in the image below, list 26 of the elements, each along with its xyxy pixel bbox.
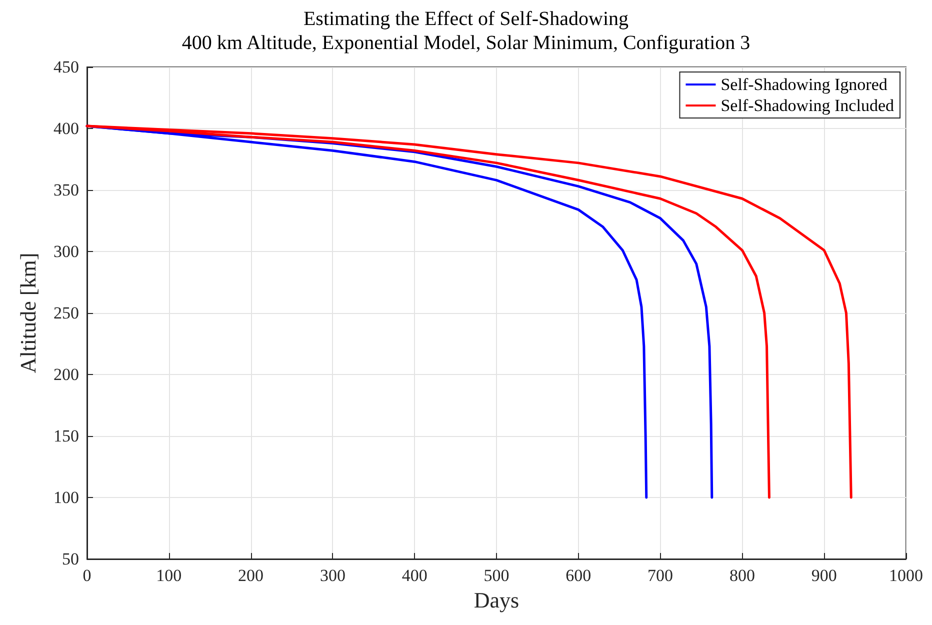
x-axis-title: Days [474,588,520,612]
y-tick-label: 350 [54,180,79,200]
y-tick-label: 100 [54,488,79,507]
x-tick-label: 600 [566,566,592,585]
chart-subtitle: 400 km Altitude, Exponential Model, Solar Minimum, Configuration 3 [182,32,750,54]
x-tick-label: 500 [484,566,510,585]
x-tick-label: 1000 [889,566,923,585]
y-tick-label: 250 [54,304,79,322]
x-tick-label: 800 [729,566,755,585]
y-tick-label: 50 [62,550,79,568]
y-tick-label: 200 [54,365,79,384]
x-tick-label: 200 [238,566,264,585]
y-tick-label: 150 [54,426,79,446]
y-tick-label: 300 [54,242,79,261]
x-tick-label: 900 [811,566,837,585]
legend-label: Self-Shadowing Included [720,96,894,115]
y-axis-title: Altitude [km] [16,252,40,374]
x-tick-label: 700 [648,566,674,585]
x-tick-label: 400 [402,566,428,585]
y-tick-label: 400 [54,119,79,138]
x-tick-label: 0 [82,566,92,585]
x-tick-label: 300 [320,566,346,585]
chart-title: Estimating the Effect of Self-Shadowing [303,8,629,30]
legend-label: Self-Shadowing Ignored [720,75,888,94]
x-tick-label: 100 [156,566,182,585]
y-tick-label: 450 [54,58,79,76]
